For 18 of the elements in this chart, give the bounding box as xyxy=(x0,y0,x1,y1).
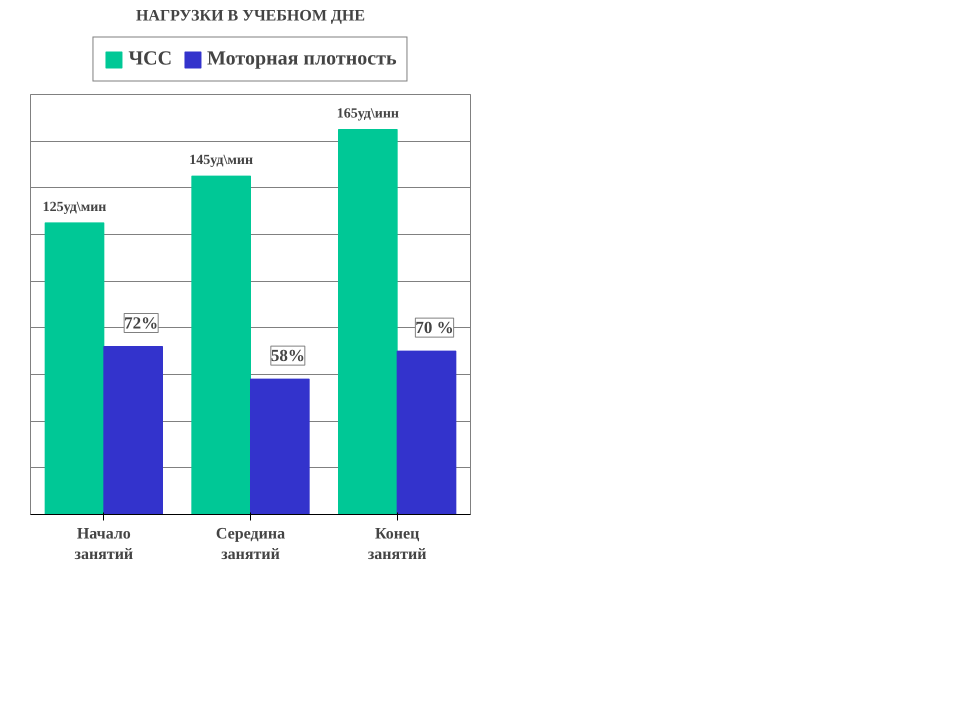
x-tick-label: Середина занятий xyxy=(216,526,286,563)
legend-label: ЧСС xyxy=(128,48,172,70)
data-label: 70 % xyxy=(415,318,454,338)
bar xyxy=(191,176,251,514)
chart-title: НАГРУЗКИ В УЧЕБНОМ ДНЕ xyxy=(136,8,366,24)
bar xyxy=(44,222,104,514)
x-tick-label: Начало занятий xyxy=(74,526,134,563)
bar xyxy=(338,129,398,514)
data-label: 165уд\инн xyxy=(336,106,399,122)
data-label: 72% xyxy=(124,314,158,332)
data-label: 145уд\мин xyxy=(189,153,254,168)
data-label: 125уд\мин xyxy=(42,200,106,215)
legend-label: Моторная плотность xyxy=(207,48,397,70)
bar xyxy=(250,378,310,514)
bar xyxy=(103,346,163,514)
data-label: 58% xyxy=(270,346,305,366)
x-tick-label: Конец занятий xyxy=(368,526,426,563)
bar xyxy=(396,350,456,514)
